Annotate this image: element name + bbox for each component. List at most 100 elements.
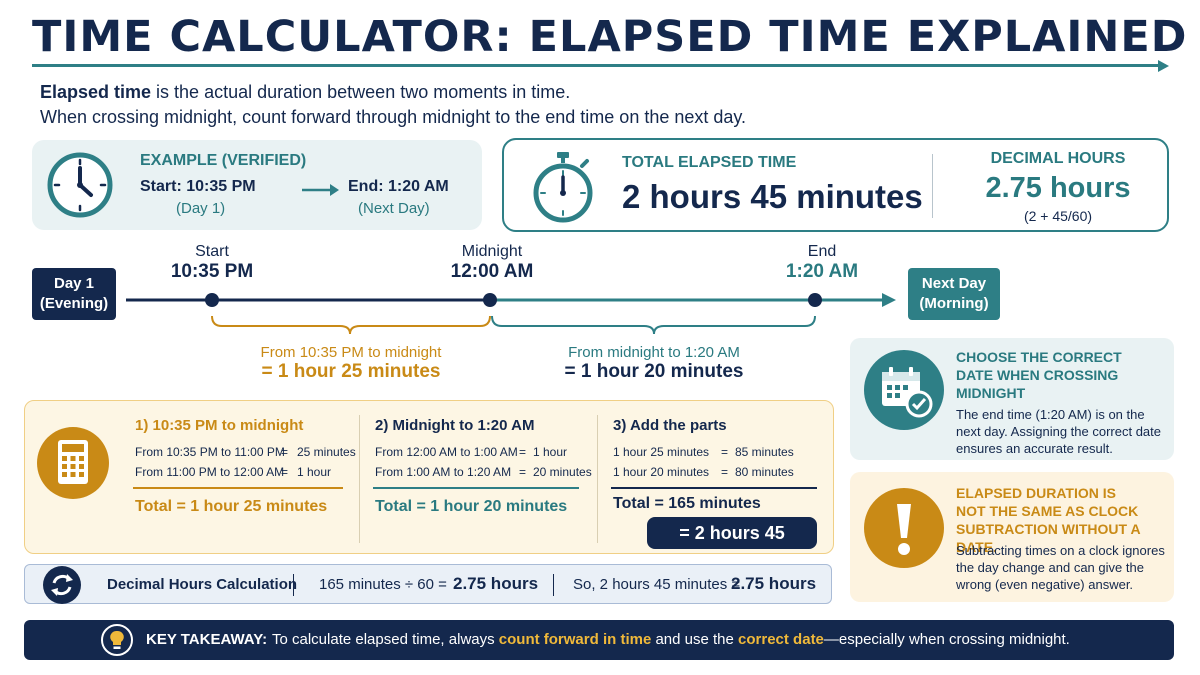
decimal-sub: (2 + 45/60) [1023,208,1093,224]
total-card: TOTAL ELAPSED TIME 2 hours 45 minutes DE… [502,138,1169,232]
calendar-check-icon [864,350,944,430]
segment-2-value: = 1 hour 20 minutes [564,361,744,382]
start-dot [205,293,219,307]
segment-2-desc: From midnight to 1:20 AM [568,344,740,361]
key-takeaway-bar: KEY TAKEAWAY: To calculate elapsed time,… [24,620,1174,660]
col3-row1-val: 85 minutes [735,445,794,459]
intro-line2: When crossing midnight, count forward th… [40,107,747,127]
decimal-value: 2.75 hours [985,172,1131,204]
col3-row1-eq: = [721,445,729,459]
example-start: Start: 10:35 PM [140,178,256,195]
warning-title-l2: NOT THE SAME AS CLOCK [956,503,1139,519]
example-title: EXAMPLE (VERIFIED) [140,152,307,169]
warning-title-l1: ELAPSED DURATION IS [956,485,1116,501]
start-label: Start [195,243,229,260]
end-dot [808,293,822,307]
col2-row2-eq: = [519,465,527,479]
key-highlight-1: count forward in time [498,631,652,648]
date-tip-title-l3: MIDNIGHT [956,385,1026,401]
intro-rest: is the actual duration between two momen… [151,82,571,102]
warning-card: ELAPSED DURATION IS NOT THE SAME AS CLOC… [850,472,1174,602]
stopwatch-icon [533,152,593,223]
key-takeaway-label: KEY TAKEAWAY: [146,631,268,648]
decimal-calc-label: Decimal Hours Calculation [107,576,298,593]
key-takeaway-text: To calculate elapsed time, always count … [272,631,1070,648]
col2-row1-eq: = [519,445,527,459]
next-line2: (Morning) [919,295,989,312]
warning-title: ELAPSED DURATION IS NOT THE SAME AS CLOC… [956,484,1174,556]
intro-term: Elapsed time [40,82,152,102]
warning-body: Subtracting times on a clock ignores the… [956,543,1165,592]
decimal-calc-bar: Decimal Hours Calculation 165 minutes ÷ … [24,564,832,604]
col2-total: Total = 1 hour 20 minutes [375,498,568,515]
col1-row1-eq: = [281,445,289,459]
midnight-marker: Midnight 12:00 AM [422,243,562,283]
start-time: 10:35 PM [170,261,254,282]
date-tip-card: CHOOSE THE CORRECT DATE WHEN CROSSING MI… [850,338,1174,460]
decimal-expr-value: 2.75 hours [453,574,539,593]
refresh-icon [43,566,81,604]
col1-row2-val: 1 hour [297,465,332,479]
date-tip-title-l1: CHOOSE THE CORRECT [956,349,1122,365]
col-separator-1 [359,415,360,543]
bracket-segment-2 [491,315,816,335]
calculator-icon [37,427,109,499]
midnight-time: 12:00 AM [450,261,534,282]
arrow-right-icon [302,184,339,196]
col3-row2-val: 80 minutes [735,465,794,479]
midnight-label: Midnight [461,243,523,260]
col2-row1-left: From 12:00 AM to 1:00 AM [375,445,518,459]
calculation-card: 1) 10:35 PM to midnight From 10:35 PM to… [24,400,834,575]
example-start-sub: (Day 1) [176,200,226,217]
key-t3: —especially when crossing midnight. [823,631,1070,648]
segment-1-value: = 1 hour 25 minutes [261,361,441,382]
col1-total: Total = 1 hour 25 minutes [135,498,328,515]
decimal-so-value: 2.75 hours [731,574,817,593]
next-day-pill: Next Day (Morning) [908,268,1000,320]
timeline: Day 1 (Evening) Next Day (Morning) Start… [0,240,1200,390]
title-arrow-icon [1158,60,1169,72]
decimal-bar-sep-1 [293,574,294,596]
col2-row2-val: 20 minutes [533,465,592,479]
decimal-label: DECIMAL HOURS [990,150,1126,167]
warning-title-l3: SUBTRACTION WITHOUT A DATE. [956,521,1141,555]
col1-row2-eq: = [281,465,289,479]
timeline-arrowhead-icon [882,293,896,307]
end-label: End [807,243,837,260]
lightbulb-icon [101,624,133,656]
decimal-bar-sep-2 [553,574,554,596]
col2-row1-val: 1 hour [533,445,568,459]
key-highlight-2: correct date [738,631,824,648]
midnight-dot [483,293,497,307]
example-end-sub: (Next Day) [358,200,430,217]
col3-row1-left: 1 hour 25 minutes [613,445,710,459]
day1-line2: (Evening) [39,295,109,312]
col2-row2-left: From 1:00 AM to 1:20 AM [375,465,512,479]
bracket-segment-1 [211,315,491,335]
example-card: EXAMPLE (VERIFIED) Start: 10:35 PM (Day … [32,140,482,230]
key-t2: and use the [651,631,739,648]
col1-row1-val: 25 minutes [297,445,356,459]
timeline-track [126,293,896,335]
col3-rule [611,487,817,489]
final-result-badge: = 2 hours 45 minutes [647,517,817,575]
total-value: 2 hours 45 minutes [622,178,923,215]
col2-title: 2) Midnight to 1:20 AM [375,417,535,434]
day1-pill: Day 1 (Evening) [32,268,116,320]
clock-icon [47,152,113,218]
end-marker: End 1:20 AM [752,243,892,283]
exclamation-icon [864,488,944,568]
col3-total: Total = 165 minutes [613,495,761,512]
date-tip-body: The end time (1:20 AM) is on the next da… [956,407,1161,456]
decimal-so: So, 2 hours 45 minutes = [573,576,741,593]
total-label: TOTAL ELAPSED TIME [622,154,797,171]
col3-row2-eq: = [721,465,729,479]
col3-title: 3) Add the parts [613,417,727,434]
end-time: 1:20 AM [785,261,859,282]
total-divider [932,154,933,218]
col3-row2-left: 1 hour 20 minutes [613,465,710,479]
example-end: End: 1:20 AM [348,178,449,195]
date-tip-title-l2: DATE WHEN CROSSING [956,367,1119,383]
day1-line1: Day 1 [53,275,95,292]
intro-text: Elapsed time is the actual duration betw… [40,80,746,130]
